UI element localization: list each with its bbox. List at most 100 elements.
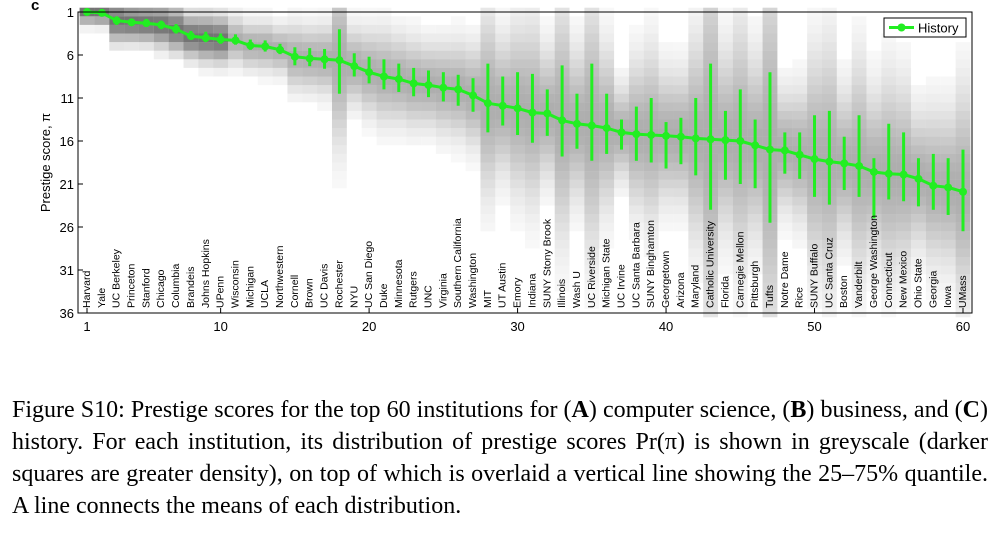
density-cell xyxy=(851,93,867,103)
density-cell xyxy=(821,231,837,240)
institution-label: Notre Dame xyxy=(779,251,791,308)
density-cell xyxy=(361,24,377,34)
density-cell xyxy=(599,59,615,68)
density-cell xyxy=(881,274,897,283)
density-cell xyxy=(569,162,585,172)
density-cell xyxy=(658,188,674,197)
density-cell xyxy=(480,136,496,146)
density-cell xyxy=(584,222,600,232)
density-cell xyxy=(317,85,332,94)
density-cell xyxy=(688,76,704,86)
density-cell xyxy=(762,33,778,43)
density-cell xyxy=(435,50,451,60)
density-cell xyxy=(361,93,377,103)
density-cell xyxy=(539,67,555,77)
density-cell xyxy=(866,136,882,146)
density-cell xyxy=(510,24,525,34)
mean-point xyxy=(855,161,864,170)
density-cell xyxy=(213,16,229,25)
density-cell xyxy=(703,33,719,43)
density-cell xyxy=(79,24,95,34)
density-cell xyxy=(955,282,971,292)
density-cell xyxy=(584,179,600,189)
institution-label: UC Davis xyxy=(319,264,331,308)
legend-label: History xyxy=(918,21,959,36)
density-cell xyxy=(570,223,585,232)
density-cell xyxy=(272,76,288,86)
density-cell xyxy=(688,50,704,60)
density-cell xyxy=(287,93,303,103)
density-cell xyxy=(777,188,793,197)
density-cell xyxy=(955,239,971,249)
density-cell xyxy=(955,248,971,258)
institution-label: UC Santa Barbara xyxy=(630,222,642,308)
mean-point xyxy=(691,134,700,143)
density-cell xyxy=(584,239,600,249)
density-cell xyxy=(911,136,926,146)
density-cell xyxy=(614,171,629,180)
density-cell xyxy=(821,214,837,223)
institution-label: UMass xyxy=(957,275,969,308)
mean-point xyxy=(469,91,478,100)
density-cell xyxy=(821,222,837,232)
institution-label: Wash U xyxy=(571,271,583,308)
density-cell xyxy=(79,16,95,25)
density-cell xyxy=(421,42,436,51)
density-cell xyxy=(539,145,555,154)
density-cell xyxy=(539,59,555,68)
density-cell xyxy=(747,110,763,120)
institution-label: Georgetown xyxy=(660,251,672,308)
density-cell xyxy=(183,24,199,34)
density-cell xyxy=(658,205,674,215)
density-cell xyxy=(435,59,451,68)
density-cell xyxy=(718,231,733,240)
density-cell xyxy=(168,33,184,43)
density-cell xyxy=(940,239,956,249)
density-cell xyxy=(851,196,867,206)
density-cell xyxy=(659,223,674,232)
density-cell xyxy=(614,110,629,120)
density-cell xyxy=(228,42,243,51)
density-cell xyxy=(866,93,882,103)
institution-label: NYU xyxy=(348,286,360,308)
density-cell xyxy=(376,128,392,137)
density-cell xyxy=(599,179,615,189)
density-cell xyxy=(688,188,704,197)
density-cell xyxy=(421,33,436,43)
institution-label: Rutgers xyxy=(408,271,420,308)
density-cell xyxy=(198,67,214,77)
density-cell xyxy=(495,188,511,197)
density-cell xyxy=(406,102,422,111)
density-cell xyxy=(792,188,808,197)
density-cell xyxy=(925,214,941,223)
density-cell xyxy=(925,274,941,283)
density-cell xyxy=(450,136,466,146)
density-cell xyxy=(643,33,659,43)
density-cell xyxy=(495,50,511,60)
density-cell xyxy=(732,67,748,77)
density-cell xyxy=(480,50,496,60)
mean-point xyxy=(810,155,819,164)
density-cell xyxy=(599,76,615,86)
density-cell xyxy=(480,42,496,51)
density-cell xyxy=(599,85,615,94)
density-cell xyxy=(658,67,674,77)
density-cell xyxy=(807,16,822,25)
density-cell xyxy=(643,222,659,232)
density-cell xyxy=(599,214,615,223)
density-cell xyxy=(584,205,600,215)
density-cell xyxy=(792,214,808,223)
density-cell xyxy=(361,42,377,51)
density-cell xyxy=(480,128,496,137)
density-cell xyxy=(881,282,897,292)
density-cell xyxy=(940,102,956,111)
density-cell xyxy=(703,291,719,301)
density-cell xyxy=(614,188,629,197)
density-cell xyxy=(792,59,807,68)
density-cell xyxy=(940,214,956,223)
density-cell xyxy=(925,265,941,275)
density-cell xyxy=(628,179,644,189)
density-cell xyxy=(643,239,659,249)
density-cell xyxy=(554,33,570,43)
density-cell xyxy=(406,110,422,120)
